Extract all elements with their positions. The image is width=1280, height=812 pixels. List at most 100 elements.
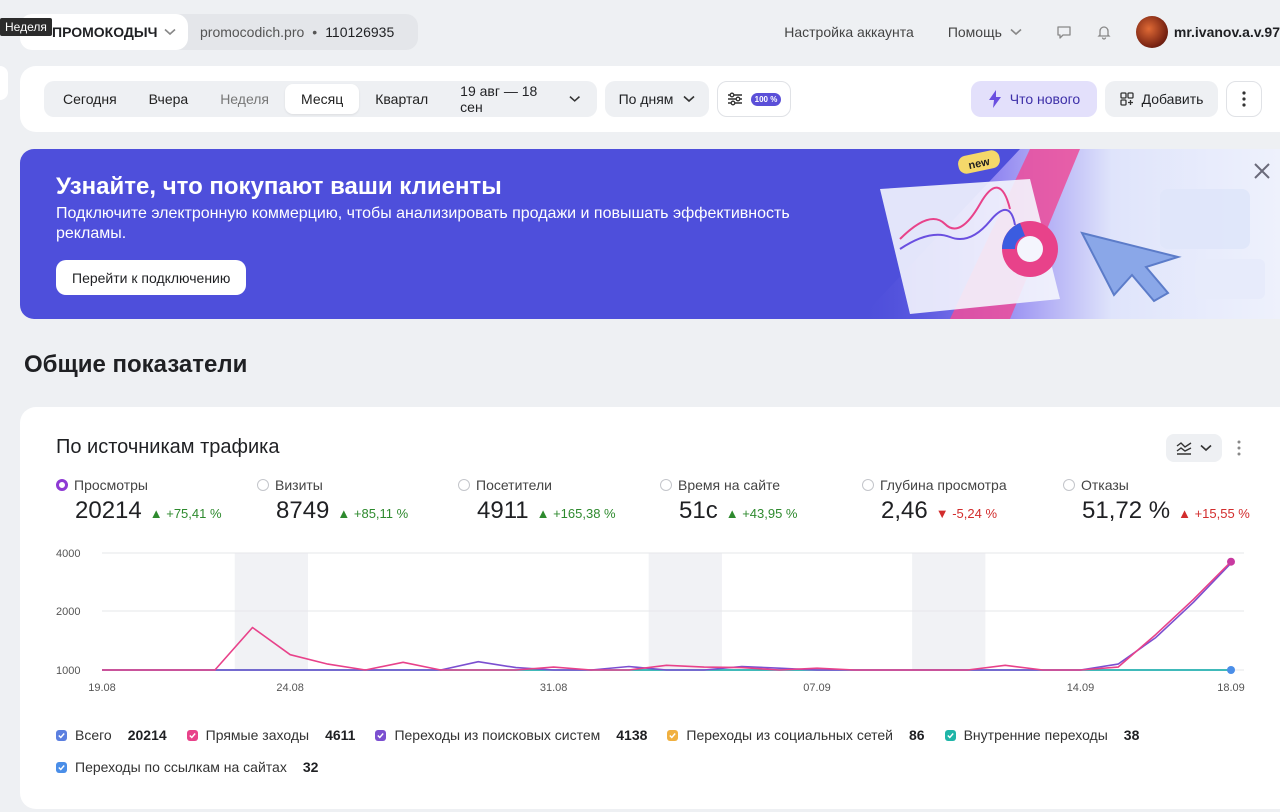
metric-value: 51с <box>679 497 718 524</box>
metric-label: Просмотры <box>74 477 148 493</box>
legend-item[interactable]: Всего 20214 <box>56 727 167 743</box>
legend-label: Переходы из социальных сетей <box>686 727 894 743</box>
widget-title: По источникам трафика <box>56 436 280 458</box>
metric-delta: ▼ -5,24 % <box>935 506 998 521</box>
chevron-down-icon <box>569 96 580 102</box>
x-tick-label: 07.09 <box>803 682 831 694</box>
counter-name: ПРОМОКОДЫЧ <box>52 24 158 40</box>
legend-item[interactable]: Переходы из социальных сетей 86 <box>667 727 925 743</box>
checkbox-icon[interactable] <box>56 761 67 773</box>
metric-value: 4911 <box>477 497 529 524</box>
counter-site-url: promocodich.pro <box>200 24 305 40</box>
period-quarter[interactable]: Квартал <box>375 91 429 107</box>
counter-site: promocodich.pro • 110126935 <box>188 24 394 40</box>
checkbox-icon[interactable] <box>667 729 679 741</box>
checkbox-icon[interactable] <box>186 729 198 741</box>
traffic-chart[interactable]: 4000 2000 1000 19.08 24.08 31.08 07.09 14.09 18.… <box>20 407 1280 707</box>
metric-delta: ▲ +15,55 % <box>1178 506 1250 521</box>
checkbox-icon[interactable] <box>375 729 387 741</box>
chat-icon[interactable] <box>1056 24 1072 40</box>
metric-radio[interactable] <box>862 479 874 491</box>
metric-value: 51,72 % <box>1082 497 1171 524</box>
legend-value: 38 <box>1123 727 1140 743</box>
add-widget-button[interactable]: Добавить <box>1105 81 1218 117</box>
metric-delta-value: +75,41 % <box>166 506 222 521</box>
metric-delta-value: -5,24 % <box>952 506 998 521</box>
metric-radio[interactable] <box>660 479 672 491</box>
x-tick-label: 14.09 <box>1067 682 1095 694</box>
section-title: Общие показатели <box>24 351 248 378</box>
tooltip: Неделя <box>0 18 52 36</box>
metric-label: Посетители <box>476 477 552 493</box>
y-tick-label: 2000 <box>56 606 80 618</box>
checkbox-icon[interactable] <box>56 729 67 741</box>
metric-delta-value: +43,95 % <box>742 506 798 521</box>
username[interactable]: mr.ivanov.a.v.97 <box>1173 24 1280 40</box>
y-tick-label: 4000 <box>56 548 80 560</box>
header-actions: Настройка аккаунта Помощь mr.ivanov.a.v.… <box>784 14 1280 50</box>
legend-item[interactable]: Внутренние переходы 38 <box>944 727 1140 743</box>
kebab-menu-icon <box>1237 440 1241 456</box>
traffic-sources-widget: По источникам трафика Просмотры 20214 ▲ +… <box>20 407 1280 809</box>
banner-new-badge: new <box>967 156 991 172</box>
period-month[interactable]: Месяц <box>285 84 360 114</box>
chart-type-select[interactable] <box>1166 434 1222 462</box>
legend-value: 20214 <box>127 727 167 743</box>
metric-radio[interactable] <box>458 479 470 491</box>
counter-separator: • <box>312 24 318 40</box>
account-settings-link[interactable]: Настройка аккаунта <box>784 24 914 40</box>
x-tick-label: 18.09 <box>1217 682 1245 694</box>
legend-value: 86 <box>909 727 925 743</box>
metric-page-depth[interactable]: Глубина просмотра 2,46 ▼ -5,24 % <box>862 477 1062 525</box>
legend-item[interactable]: Переходы из поисковых систем 4138 <box>375 727 647 743</box>
metric-delta-value: +165,38 % <box>553 506 616 521</box>
metric-bounce-rate[interactable]: Отказы 51,72 % ▲ +15,55 % <box>1063 477 1263 525</box>
metric-delta: ▲ +43,95 % <box>725 506 798 521</box>
more-menu-button[interactable] <box>1226 81 1262 117</box>
metric-label: Визиты <box>275 477 323 493</box>
legend-value: 32 <box>302 759 319 775</box>
period-week[interactable]: Неделя <box>220 91 270 107</box>
filters-button[interactable]: 100 % <box>717 81 791 117</box>
metric-pageviews[interactable]: Просмотры 20214 ▲ +75,41 % <box>56 477 256 525</box>
legend-item[interactable]: Прямые заходы 4611 <box>186 727 355 743</box>
counter-selector[interactable]: ПРОМОКОДЫЧ promocodich.pro • 110126935 <box>20 14 418 50</box>
avatar[interactable] <box>1135 16 1168 48</box>
period-yesterday[interactable]: Вчера <box>148 91 189 107</box>
period-selector: Сегодня Вчера Неделя Месяц Квартал 19 ав… <box>44 81 597 117</box>
metric-radio[interactable] <box>1063 479 1075 491</box>
date-range-picker[interactable]: 19 авг — 18 сен <box>448 83 594 115</box>
metric-delta-value: +85,11 % <box>353 506 409 521</box>
widget-menu-button[interactable] <box>1232 437 1246 459</box>
close-icon[interactable] <box>1252 161 1272 181</box>
bell-icon[interactable] <box>1096 24 1112 40</box>
metric-time-on-site[interactable]: Время на сайте 51с ▲ +43,95 % <box>660 477 860 525</box>
grouping-select[interactable]: По дням <box>605 81 709 117</box>
x-tick-label: 19.08 <box>88 682 116 694</box>
sample-badge: 100 % <box>750 92 782 106</box>
metric-delta: ▲ +85,11 % <box>337 506 409 521</box>
grouping-label: По дням <box>618 91 674 107</box>
metric-visitors[interactable]: Посетители 4911 ▲ +165,38 % <box>458 477 658 525</box>
metric-delta-value: +15,55 % <box>1194 506 1250 521</box>
series-end-point <box>1227 666 1235 674</box>
connect-button[interactable]: Перейти к подключению <box>56 260 247 295</box>
metric-radio[interactable] <box>257 479 269 491</box>
side-panel-tab[interactable] <box>0 66 8 100</box>
top-bar: Неделя ПРОМОКОДЫЧ promocodich.pro • 1101… <box>0 0 1280 64</box>
help-menu[interactable]: Помощь <box>948 24 1022 40</box>
line-chart-icon <box>1176 442 1192 455</box>
metric-visits[interactable]: Визиты 8749 ▲ +85,11 % <box>257 477 457 525</box>
legend-label: Всего <box>75 727 112 743</box>
banner-text: Подключите электронную коммерцию, чтобы … <box>56 205 790 242</box>
whats-new-button[interactable]: Что нового <box>971 81 1097 117</box>
metric-radio[interactable] <box>56 479 68 491</box>
lightning-icon <box>988 90 1001 108</box>
metric-value: 2,46 <box>881 497 928 524</box>
legend-item[interactable]: Переходы по ссылкам на сайтах 32 <box>56 759 318 775</box>
chevron-down-icon <box>1200 444 1212 452</box>
help-label: Помощь <box>947 24 1002 40</box>
checkbox-icon[interactable] <box>944 729 956 741</box>
period-today[interactable]: Сегодня <box>63 91 117 107</box>
chevron-down-icon <box>1010 28 1022 36</box>
